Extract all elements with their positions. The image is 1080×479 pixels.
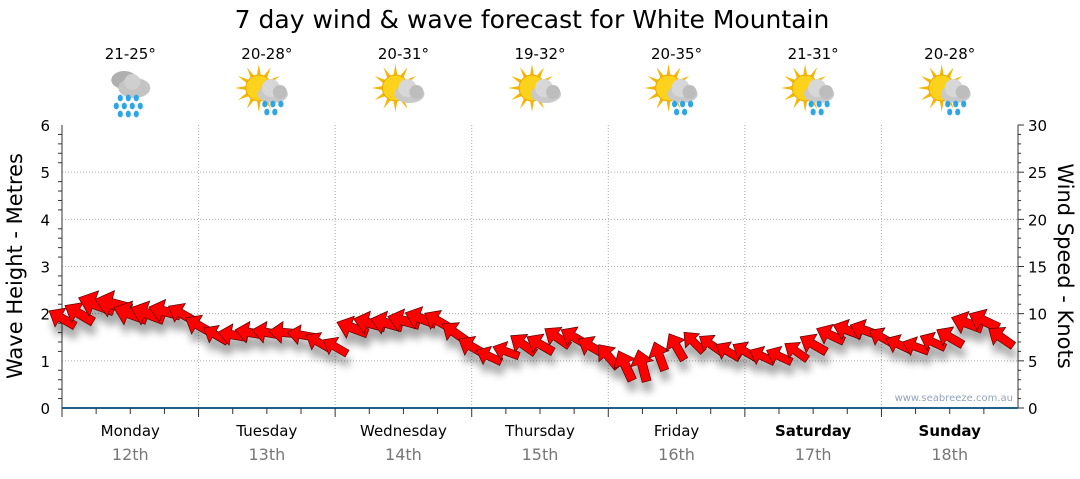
day-forecast-header: 21-25° 20-28° 20-31° 19-32° 20-35° 21-31° 20-2… <box>105 45 975 118</box>
y2-tick-label: 25 <box>1028 164 1047 182</box>
sun-cloud-icon <box>371 64 425 112</box>
y-tick-label: 5 <box>40 164 50 182</box>
day-label: Monday <box>101 422 160 440</box>
y2-tick-label: 30 <box>1028 117 1047 135</box>
day-label: Tuesday <box>235 422 297 440</box>
wind-arrow <box>492 340 521 361</box>
sun-cloud-rain-icon <box>644 64 698 116</box>
y2-tick-label: 5 <box>1028 353 1038 371</box>
temp-range: 21-25° <box>105 45 156 63</box>
watermark: www.seabreeze.com.au <box>895 393 1013 404</box>
wind-arrow <box>322 336 350 358</box>
y2-tick-label: 20 <box>1028 211 1047 229</box>
y-axis-label: Wave Height - Metres <box>3 153 27 379</box>
date-label: 17th <box>795 445 832 464</box>
date-label: 15th <box>522 445 559 464</box>
wind-arrow <box>715 341 743 363</box>
wind-arrow <box>766 345 794 366</box>
date-label: 14th <box>385 445 422 464</box>
day-label: Friday <box>654 422 700 440</box>
temp-range: 19-32° <box>514 45 565 63</box>
rain-icon <box>111 71 151 118</box>
wind-arrow <box>526 333 556 356</box>
day-label: Thursday <box>504 422 575 440</box>
day-label: Wednesday <box>360 422 447 440</box>
y2-tick-label: 15 <box>1028 259 1047 277</box>
y-tick-label: 2 <box>40 306 50 324</box>
day-label: Saturday <box>775 422 852 440</box>
wind-arrow <box>370 310 404 335</box>
wind-arrow <box>510 334 539 357</box>
wind-arrow <box>544 326 573 350</box>
chart-title: 7 day wind & wave forecast for White Mou… <box>235 5 830 34</box>
temp-range: 20-28° <box>924 45 975 63</box>
wind-arrow <box>988 326 1017 350</box>
y-tick-label: 6 <box>40 117 50 135</box>
y2-axis-label: Wind Speed - Knots <box>1053 163 1077 368</box>
wind-arrow <box>902 336 931 357</box>
day-label: Sunday <box>919 422 982 440</box>
temp-range: 20-28° <box>241 45 292 63</box>
temp-range: 20-31° <box>378 45 429 63</box>
wind-arrow <box>387 308 421 333</box>
wind-arrow <box>816 323 847 346</box>
sun-cloud-rain-icon <box>234 64 288 116</box>
wind-arrow <box>629 349 655 383</box>
wind-arrow <box>919 331 948 352</box>
y2-tick-label: 10 <box>1028 306 1047 324</box>
wind-arrow <box>784 341 811 363</box>
wind-arrow <box>48 307 78 330</box>
temp-range: 21-31° <box>788 45 839 63</box>
date-label: 18th <box>931 445 968 464</box>
wind-arrow <box>665 333 689 363</box>
grid-lines <box>62 125 1018 408</box>
date-label: 16th <box>658 445 695 464</box>
wind-arrow <box>936 326 966 349</box>
y2-tick-label: 0 <box>1028 400 1038 418</box>
y-tick-label: 1 <box>40 353 50 371</box>
axes: 0 01 52 103 154 205 256 30Monday12thTuesday13th… <box>40 117 1047 464</box>
date-label: 13th <box>248 445 285 464</box>
sun-cloud-rain-icon <box>917 64 971 116</box>
y-tick-label: 3 <box>40 259 50 277</box>
wind-arrow <box>217 323 249 347</box>
temp-range: 20-35° <box>651 45 702 63</box>
wind-arrow <box>336 315 370 339</box>
wind-arrow <box>648 341 670 373</box>
wind-arrow <box>799 333 829 356</box>
y-tick-label: 4 <box>40 211 50 229</box>
wind-arrow <box>475 345 504 366</box>
wind-arrow <box>832 318 864 341</box>
wind-arrow <box>683 331 707 355</box>
wind-arrows <box>48 289 1017 383</box>
sun-cloud-icon <box>508 64 561 112</box>
sun-cloud-rain-icon <box>781 64 835 116</box>
date-label: 12th <box>112 445 149 464</box>
y-tick-label: 0 <box>40 400 50 418</box>
